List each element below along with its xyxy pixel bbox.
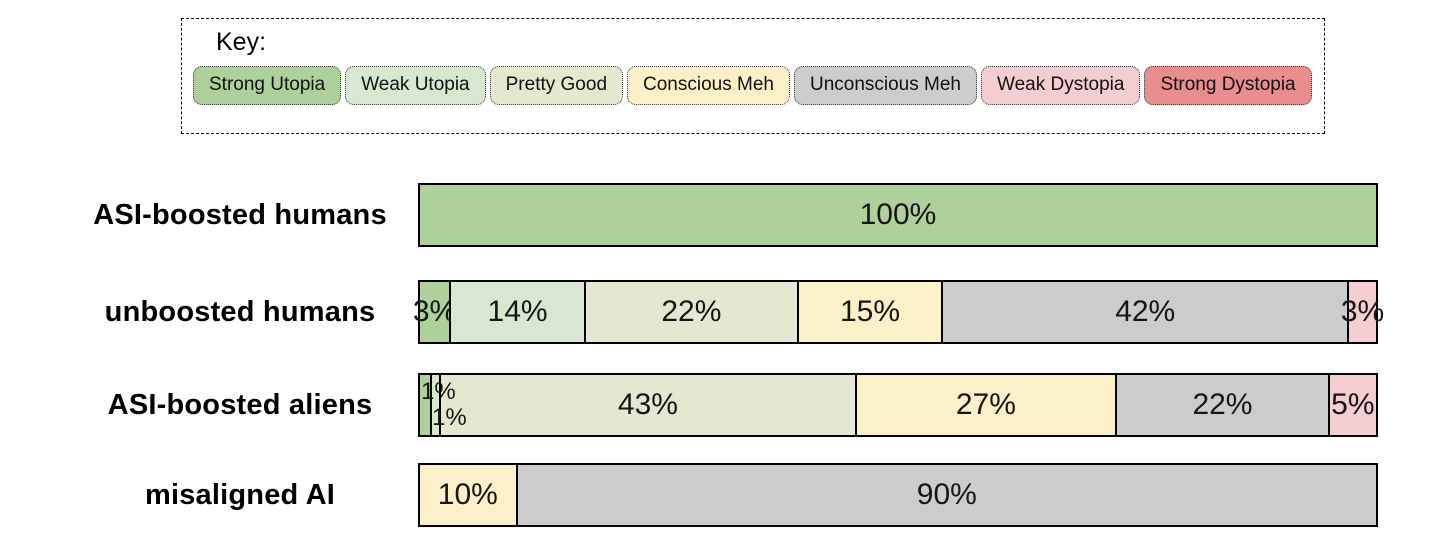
- chart-row-2: unboosted humans 3% 14% 22% 15% 42% 3%: [0, 280, 1443, 344]
- bar-segment-weak-dystopia: 3%: [1341, 282, 1384, 342]
- bar-segment-weak-utopia: [429, 375, 440, 435]
- legend-chip-strong-dystopia: Strong Dystopia: [1144, 66, 1312, 105]
- segment-value-label: 42%: [1115, 295, 1176, 328]
- segment-value-label: 90%: [916, 478, 977, 511]
- legend-box: Key: Strong Utopia Weak Utopia Pretty Good…: [181, 18, 1325, 134]
- row-label: unboosted humans: [104, 295, 376, 328]
- row-label: ASI-boosted aliens: [107, 388, 373, 421]
- bar-segment-unconscious-meh: 42%: [941, 282, 1347, 342]
- row-label: ASI-boosted humans: [93, 198, 387, 231]
- bar-segment-unconscious-meh: 22%: [1115, 375, 1328, 435]
- bar-segment-conscious-meh: 27%: [854, 375, 1116, 435]
- segment-value-label: 22%: [661, 295, 722, 328]
- segment-value-label: 1%: [432, 404, 467, 431]
- legend-chip-weak-utopia: Weak Utopia: [345, 66, 486, 105]
- bar-segment-pretty-good: 22%: [584, 282, 797, 342]
- legend-chips: Strong Utopia Weak Utopia Pretty Good Consc…: [193, 66, 1312, 105]
- stacked-bar: 100%: [418, 183, 1378, 247]
- bar-segment-conscious-meh: 10%: [420, 465, 516, 525]
- legend-chip-pretty-good: Pretty Good: [489, 66, 624, 105]
- segment-value-label: 15%: [839, 295, 901, 328]
- segment-value-label: 3%: [412, 295, 457, 328]
- segment-value-label: 3%: [1340, 295, 1385, 328]
- chart-row-4: misaligned AI 10% 90%: [0, 463, 1443, 527]
- legend-chip-conscious-meh: Conscious Meh: [627, 66, 790, 105]
- row-label: misaligned AI: [144, 478, 336, 511]
- legend-chip-weak-dystopia: Weak Dystopia: [981, 66, 1141, 105]
- segment-value-label: 22%: [1192, 388, 1253, 421]
- segment-value-label: 14%: [487, 295, 548, 328]
- legend-chip-strong-utopia: Strong Utopia: [193, 66, 342, 105]
- stacked-bar: 3% 14% 22% 15% 42% 3%: [413, 280, 1384, 344]
- stacked-bar: 10% 90%: [418, 463, 1378, 527]
- legend-chip-unconscious-meh: Unconscious Meh: [793, 66, 977, 105]
- stacked-bar: 43% 27% 22% 5% 1% 1%: [418, 373, 1378, 437]
- bar-segment-weak-utopia: 14%: [448, 282, 585, 342]
- segment-value-label: 100%: [859, 198, 937, 231]
- segment-value-label: 5%: [1331, 388, 1375, 421]
- chart-row-3: ASI-boosted aliens 43% 27% 22% 5% 1% 1%: [0, 373, 1443, 437]
- bar-segment-conscious-meh: 15%: [796, 282, 942, 342]
- bar-segment-strong-utopia: [420, 375, 430, 435]
- segment-value-label: 27%: [955, 388, 1016, 421]
- segment-value-label: 43%: [617, 388, 678, 421]
- bar-segment-weak-dystopia: 5%: [1327, 375, 1376, 435]
- segment-value-label: 1%: [421, 378, 456, 405]
- bar-segment-strong-utopia: 3%: [413, 282, 456, 342]
- legend-title: Key:: [216, 28, 267, 56]
- segment-value-label: 10%: [437, 478, 498, 511]
- bar-segment-unconscious-meh: 90%: [515, 465, 1376, 525]
- bar-segment-strong-utopia: 100%: [420, 185, 1376, 245]
- bar-segment-pretty-good: 43%: [439, 375, 855, 435]
- chart-row-1: ASI-boosted humans 100%: [0, 183, 1443, 247]
